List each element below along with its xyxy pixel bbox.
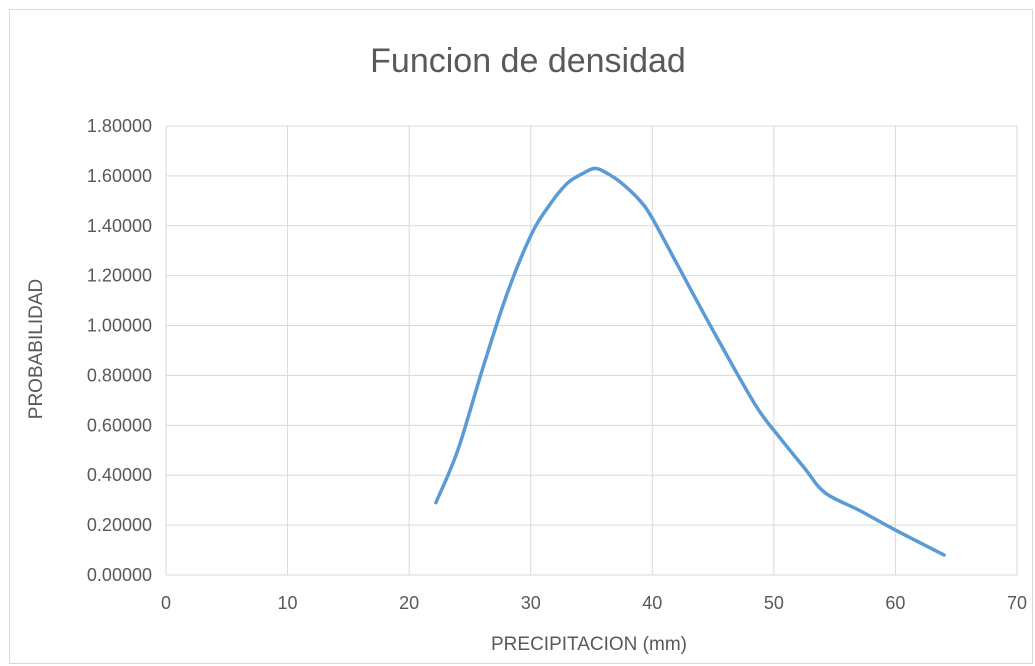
x-tick-label: 60 [885, 593, 905, 613]
x-tick-label: 50 [764, 593, 784, 613]
y-axis-label: PROBABILIDAD [26, 279, 47, 419]
x-tick-label: 10 [278, 593, 298, 613]
y-tick-label: 0.80000 [87, 365, 152, 385]
y-tick-label: 1.60000 [87, 166, 152, 186]
y-tick-label: 0.20000 [87, 515, 152, 535]
y-tick-label: 0.40000 [87, 465, 152, 485]
x-tick-label: 70 [1007, 593, 1027, 613]
y-tick-label: 1.20000 [87, 266, 152, 286]
chart-svg: Funcion de densidad 0.00000 0.20000 0.4000… [26, 42, 1027, 655]
series-line [434, 166, 946, 557]
chart-title: Funcion de densidad [370, 42, 686, 80]
tick-layer: 0.00000 0.20000 0.40000 0.60000 0.80000 1.000… [87, 116, 1027, 613]
x-tick-label: 40 [642, 593, 662, 613]
chart-area: Funcion de densidad 0.00000 0.20000 0.4000… [9, 9, 1033, 664]
y-tick-label: 1.40000 [87, 216, 152, 236]
y-tick-label: 1.00000 [87, 316, 152, 336]
y-tick-label: 0.00000 [87, 565, 152, 585]
grid-layer [165, 125, 1018, 576]
x-tick-label: 20 [399, 593, 419, 613]
x-axis-label: PRECIPITACION (mm) [491, 634, 687, 655]
y-tick-label: 1.80000 [87, 116, 152, 136]
x-tick-label: 30 [521, 593, 541, 613]
series-layer [434, 166, 946, 557]
x-tick-label: 0 [161, 593, 171, 613]
y-tick-label: 0.60000 [87, 415, 152, 435]
